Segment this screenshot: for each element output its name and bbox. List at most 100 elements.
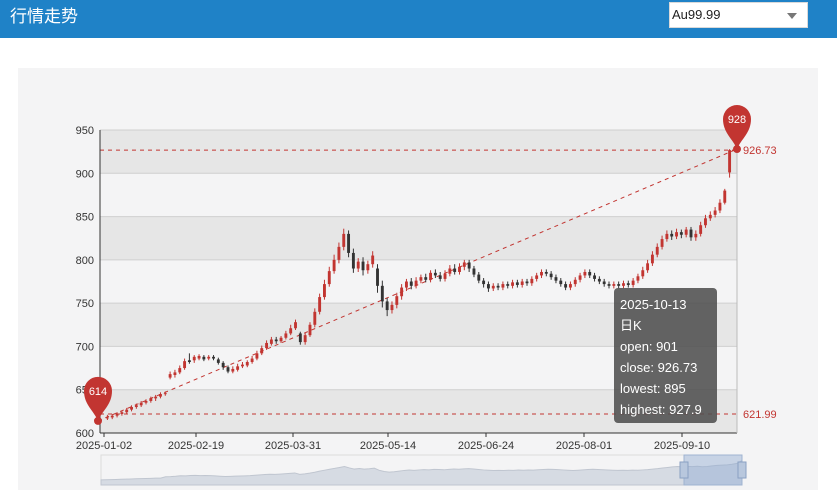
tooltip-close: close: 926.73	[620, 360, 698, 375]
candle-body	[125, 409, 129, 413]
candle-body	[429, 272, 433, 280]
candle-body	[376, 268, 379, 286]
candle-body	[294, 322, 297, 329]
candle-body	[187, 360, 191, 363]
candle-body	[207, 356, 211, 359]
candle-body	[139, 402, 143, 406]
candle-body	[284, 333, 288, 338]
chevron-down-icon[interactable]	[787, 13, 797, 19]
candle-body	[578, 275, 582, 280]
y-tick-label: 750	[76, 298, 94, 310]
zoom-handle-right[interactable]	[737, 461, 747, 479]
candle-body	[245, 362, 249, 366]
y-tick-label: 950	[76, 125, 94, 137]
zoom-handle-left[interactable]	[679, 461, 689, 479]
x-tick-label: 2025-06-24	[458, 440, 514, 452]
candle-body	[462, 262, 466, 267]
top-bar: 行情走势 Au99.99	[0, 0, 837, 38]
pin-dot	[94, 416, 102, 425]
candle-body	[250, 358, 254, 363]
candle-body	[583, 271, 587, 276]
candle-body	[168, 374, 172, 378]
zoom-preview-area	[100, 459, 743, 486]
candle-body	[202, 356, 206, 360]
candle-body	[564, 284, 568, 288]
candle-body	[298, 333, 302, 343]
candle-body	[650, 254, 654, 264]
x-tick-label: 2025-08-01	[556, 440, 612, 452]
grid-band	[100, 130, 737, 174]
candle-body	[351, 252, 355, 269]
candle-body	[130, 407, 133, 410]
candle-body	[665, 233, 669, 240]
candle-body	[631, 280, 635, 285]
candle-body	[694, 233, 698, 238]
candle-body	[482, 280, 486, 285]
candle-body	[342, 233, 346, 247]
candle-body	[597, 278, 601, 282]
candle-body	[105, 417, 109, 419]
candle-body	[163, 393, 167, 395]
candle-body	[255, 353, 259, 359]
y-tick-label: 800	[76, 255, 94, 267]
candle-body	[380, 285, 384, 302]
candle-body	[395, 296, 399, 305]
pin-dot	[733, 145, 741, 154]
candle-tooltip: 2025-10-13 日K open: 901 close: 926.73 lo…	[614, 288, 717, 423]
high-point-marker: 928	[723, 105, 751, 154]
candle-body	[303, 335, 307, 343]
candle-body	[593, 275, 596, 279]
pin-shape	[723, 105, 751, 150]
candle-body	[361, 261, 365, 271]
candle-body	[356, 261, 360, 269]
candle-body	[559, 280, 563, 285]
y-tick-label: 600	[76, 428, 94, 440]
candle-body	[612, 284, 616, 286]
candle-body	[723, 190, 727, 203]
candle-body	[419, 277, 423, 281]
candle-body	[192, 356, 196, 361]
candle-body	[154, 396, 158, 399]
tooltip-open: open: 901	[620, 339, 678, 354]
candle-body	[670, 233, 674, 237]
symbol-select[interactable]: Au99.99	[669, 2, 808, 28]
candle-body	[491, 285, 495, 289]
candle-body	[347, 233, 351, 253]
candle-body	[675, 232, 678, 237]
reference-label: 926.73	[743, 145, 777, 157]
candle-body	[260, 348, 264, 354]
candle-body	[409, 281, 413, 286]
candle-body	[515, 282, 519, 285]
candle-body	[607, 284, 611, 286]
candle-body	[602, 281, 606, 285]
candle-body	[689, 229, 693, 238]
candle-body	[626, 283, 630, 285]
candle-body	[327, 271, 331, 285]
candle-body	[110, 415, 114, 418]
candle-body	[467, 262, 471, 269]
y-tick-label: 850	[76, 212, 94, 224]
candle-body	[617, 284, 621, 286]
candle-body	[535, 275, 539, 279]
candle-body	[115, 413, 119, 416]
candle-body	[269, 339, 273, 344]
candle-body	[212, 356, 215, 359]
candle-body	[679, 232, 683, 235]
grid-band	[100, 216, 737, 260]
candle-body	[390, 304, 394, 311]
pin-shape	[83, 376, 113, 421]
candle-body	[568, 284, 572, 288]
candle-body	[221, 362, 225, 368]
candle-body	[530, 278, 534, 284]
candle-body	[520, 281, 524, 285]
candle-body	[448, 268, 452, 274]
tooltip-period: 日K	[620, 318, 642, 333]
candle-body	[573, 279, 577, 285]
candle-body	[173, 372, 177, 375]
candle-body	[554, 277, 558, 281]
candle-body	[332, 259, 336, 272]
candle-body	[183, 361, 187, 369]
candle-body	[549, 273, 553, 278]
x-tick-label: 2025-03-31	[265, 440, 321, 452]
candle-body	[323, 284, 326, 298]
